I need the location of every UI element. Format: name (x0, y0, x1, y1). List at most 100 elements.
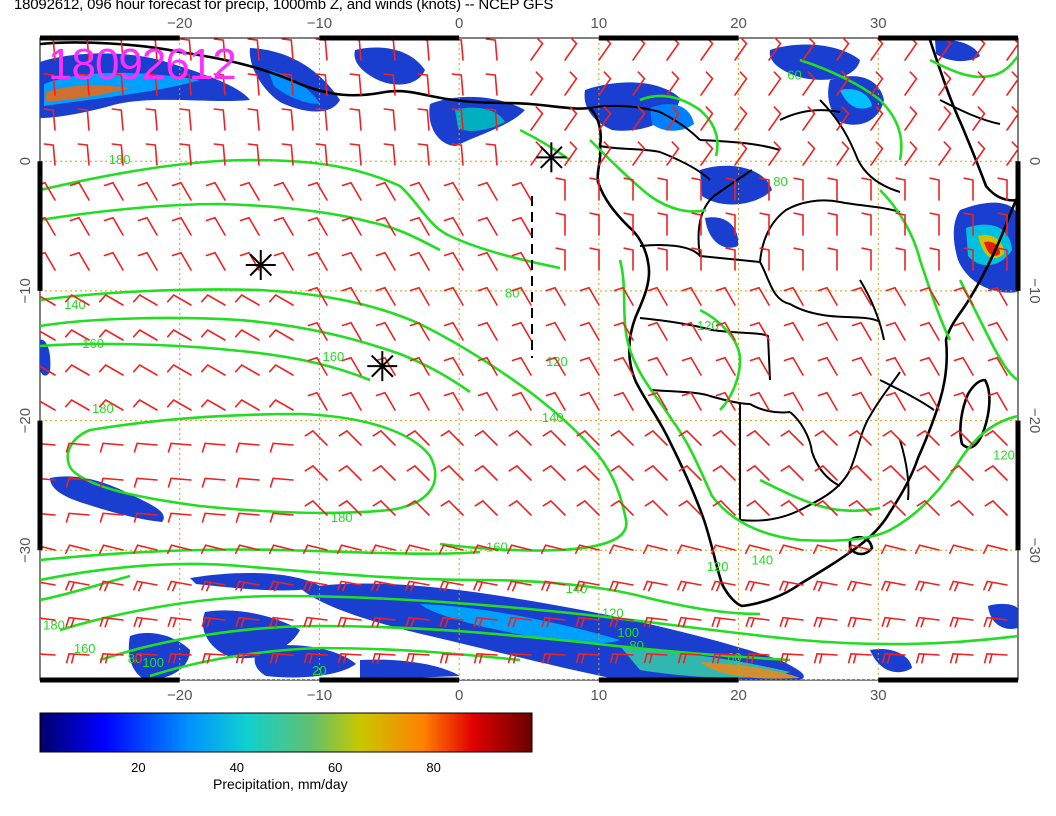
wind-barb (643, 652, 668, 664)
wind-barb (307, 356, 328, 376)
wind-barb (111, 143, 124, 166)
wind-barb (691, 212, 702, 236)
wind-barb (851, 356, 872, 376)
lon-tick-label-top: 30 (870, 15, 887, 32)
wind-barb (269, 616, 294, 628)
wind-barb (477, 181, 498, 201)
wind-barb (307, 251, 328, 271)
wind-barb (371, 652, 396, 664)
asterisk-marker (367, 351, 398, 382)
wind-barb (589, 247, 600, 271)
wind-barb (982, 544, 1008, 555)
wind-barb (349, 73, 362, 96)
wind-barb (99, 477, 124, 488)
wind-barb (972, 141, 986, 166)
wind-barb (405, 616, 430, 628)
wind-barb (813, 616, 838, 628)
wind-barb (383, 73, 396, 96)
wind-barb (895, 247, 906, 271)
wind-barb (166, 544, 192, 555)
wind-barb (725, 212, 736, 236)
wind-barb (744, 544, 770, 555)
contour-label: 180 (92, 401, 114, 416)
wind-barb (984, 429, 1008, 446)
wind-barb (700, 71, 714, 96)
wind-barb (64, 328, 90, 341)
wind-barb (205, 216, 226, 236)
wind-barb (477, 216, 498, 236)
wind-barb (1006, 141, 1018, 166)
wind-barb (836, 106, 850, 131)
wind-barb (269, 477, 294, 488)
wind-barb (200, 328, 226, 341)
wind-barb (307, 181, 328, 201)
wind-barb (371, 580, 396, 592)
wind-barb (409, 251, 430, 271)
wind-barb (916, 499, 940, 516)
wind-barb (281, 38, 294, 61)
wind-barb (273, 181, 294, 201)
wind-barb (375, 251, 396, 271)
wind-barb (609, 652, 634, 664)
wind-barb (269, 580, 294, 592)
wind-barb (451, 143, 464, 166)
lat-tick-label-left: −30 (17, 538, 34, 563)
wind-barb (678, 429, 702, 446)
contour-label: 80 (629, 638, 643, 653)
wind-barb (609, 580, 634, 592)
wind-barb (137, 251, 158, 271)
wind-barb (576, 429, 600, 446)
wind-barb (579, 356, 600, 376)
lat-tick-label-left: 0 (17, 157, 34, 165)
wind-barb (953, 356, 974, 376)
wind-barb (657, 247, 668, 271)
wind-barb (307, 321, 328, 341)
wind-barb (530, 71, 544, 96)
contour-label: 140 (542, 410, 564, 425)
wind-barb (793, 247, 804, 271)
wind-barb (167, 580, 192, 592)
wind-barb (349, 108, 362, 131)
wind-barb (885, 286, 906, 306)
wind-barb (40, 617, 56, 621)
wind-barb (65, 442, 90, 453)
wind-barb (137, 181, 158, 201)
wind-barb (678, 464, 702, 481)
wind-barb (201, 616, 226, 628)
wind-barb (132, 328, 158, 341)
wind-barb (477, 251, 498, 271)
wind-barb (409, 286, 430, 306)
wind-barb (167, 477, 192, 488)
wind-barb (542, 429, 566, 446)
wind-barb (880, 544, 906, 555)
wind-barb (234, 363, 260, 376)
wind-barb (915, 580, 940, 592)
wind-barb (725, 177, 736, 201)
wind-barb (133, 512, 158, 523)
wind-barb (938, 141, 952, 166)
wind-barb (315, 108, 328, 131)
date-stamp: 18092612 (48, 40, 237, 89)
contour-label: 180 (43, 617, 65, 632)
wind-barb (235, 616, 260, 628)
wind-barb (545, 321, 566, 341)
wind-barb (817, 356, 838, 376)
wind-barb (375, 391, 396, 411)
wind-barb (507, 580, 532, 592)
wind-barb (440, 464, 464, 481)
wind-barb (64, 363, 90, 376)
wind-barb (948, 544, 974, 555)
wind-barb (749, 356, 770, 376)
wind-barb (715, 321, 736, 341)
wind-barb (623, 247, 634, 271)
wind-barb (338, 429, 362, 446)
wind-barb (99, 652, 124, 664)
wind-barb (200, 293, 226, 306)
wind-barb (929, 177, 940, 201)
wind-barb (405, 652, 430, 664)
wind-barb (949, 652, 974, 664)
wind-barb (746, 464, 770, 481)
contour-label: 180 (331, 510, 353, 525)
wind-barb (417, 143, 430, 166)
wind-barb (919, 321, 940, 341)
